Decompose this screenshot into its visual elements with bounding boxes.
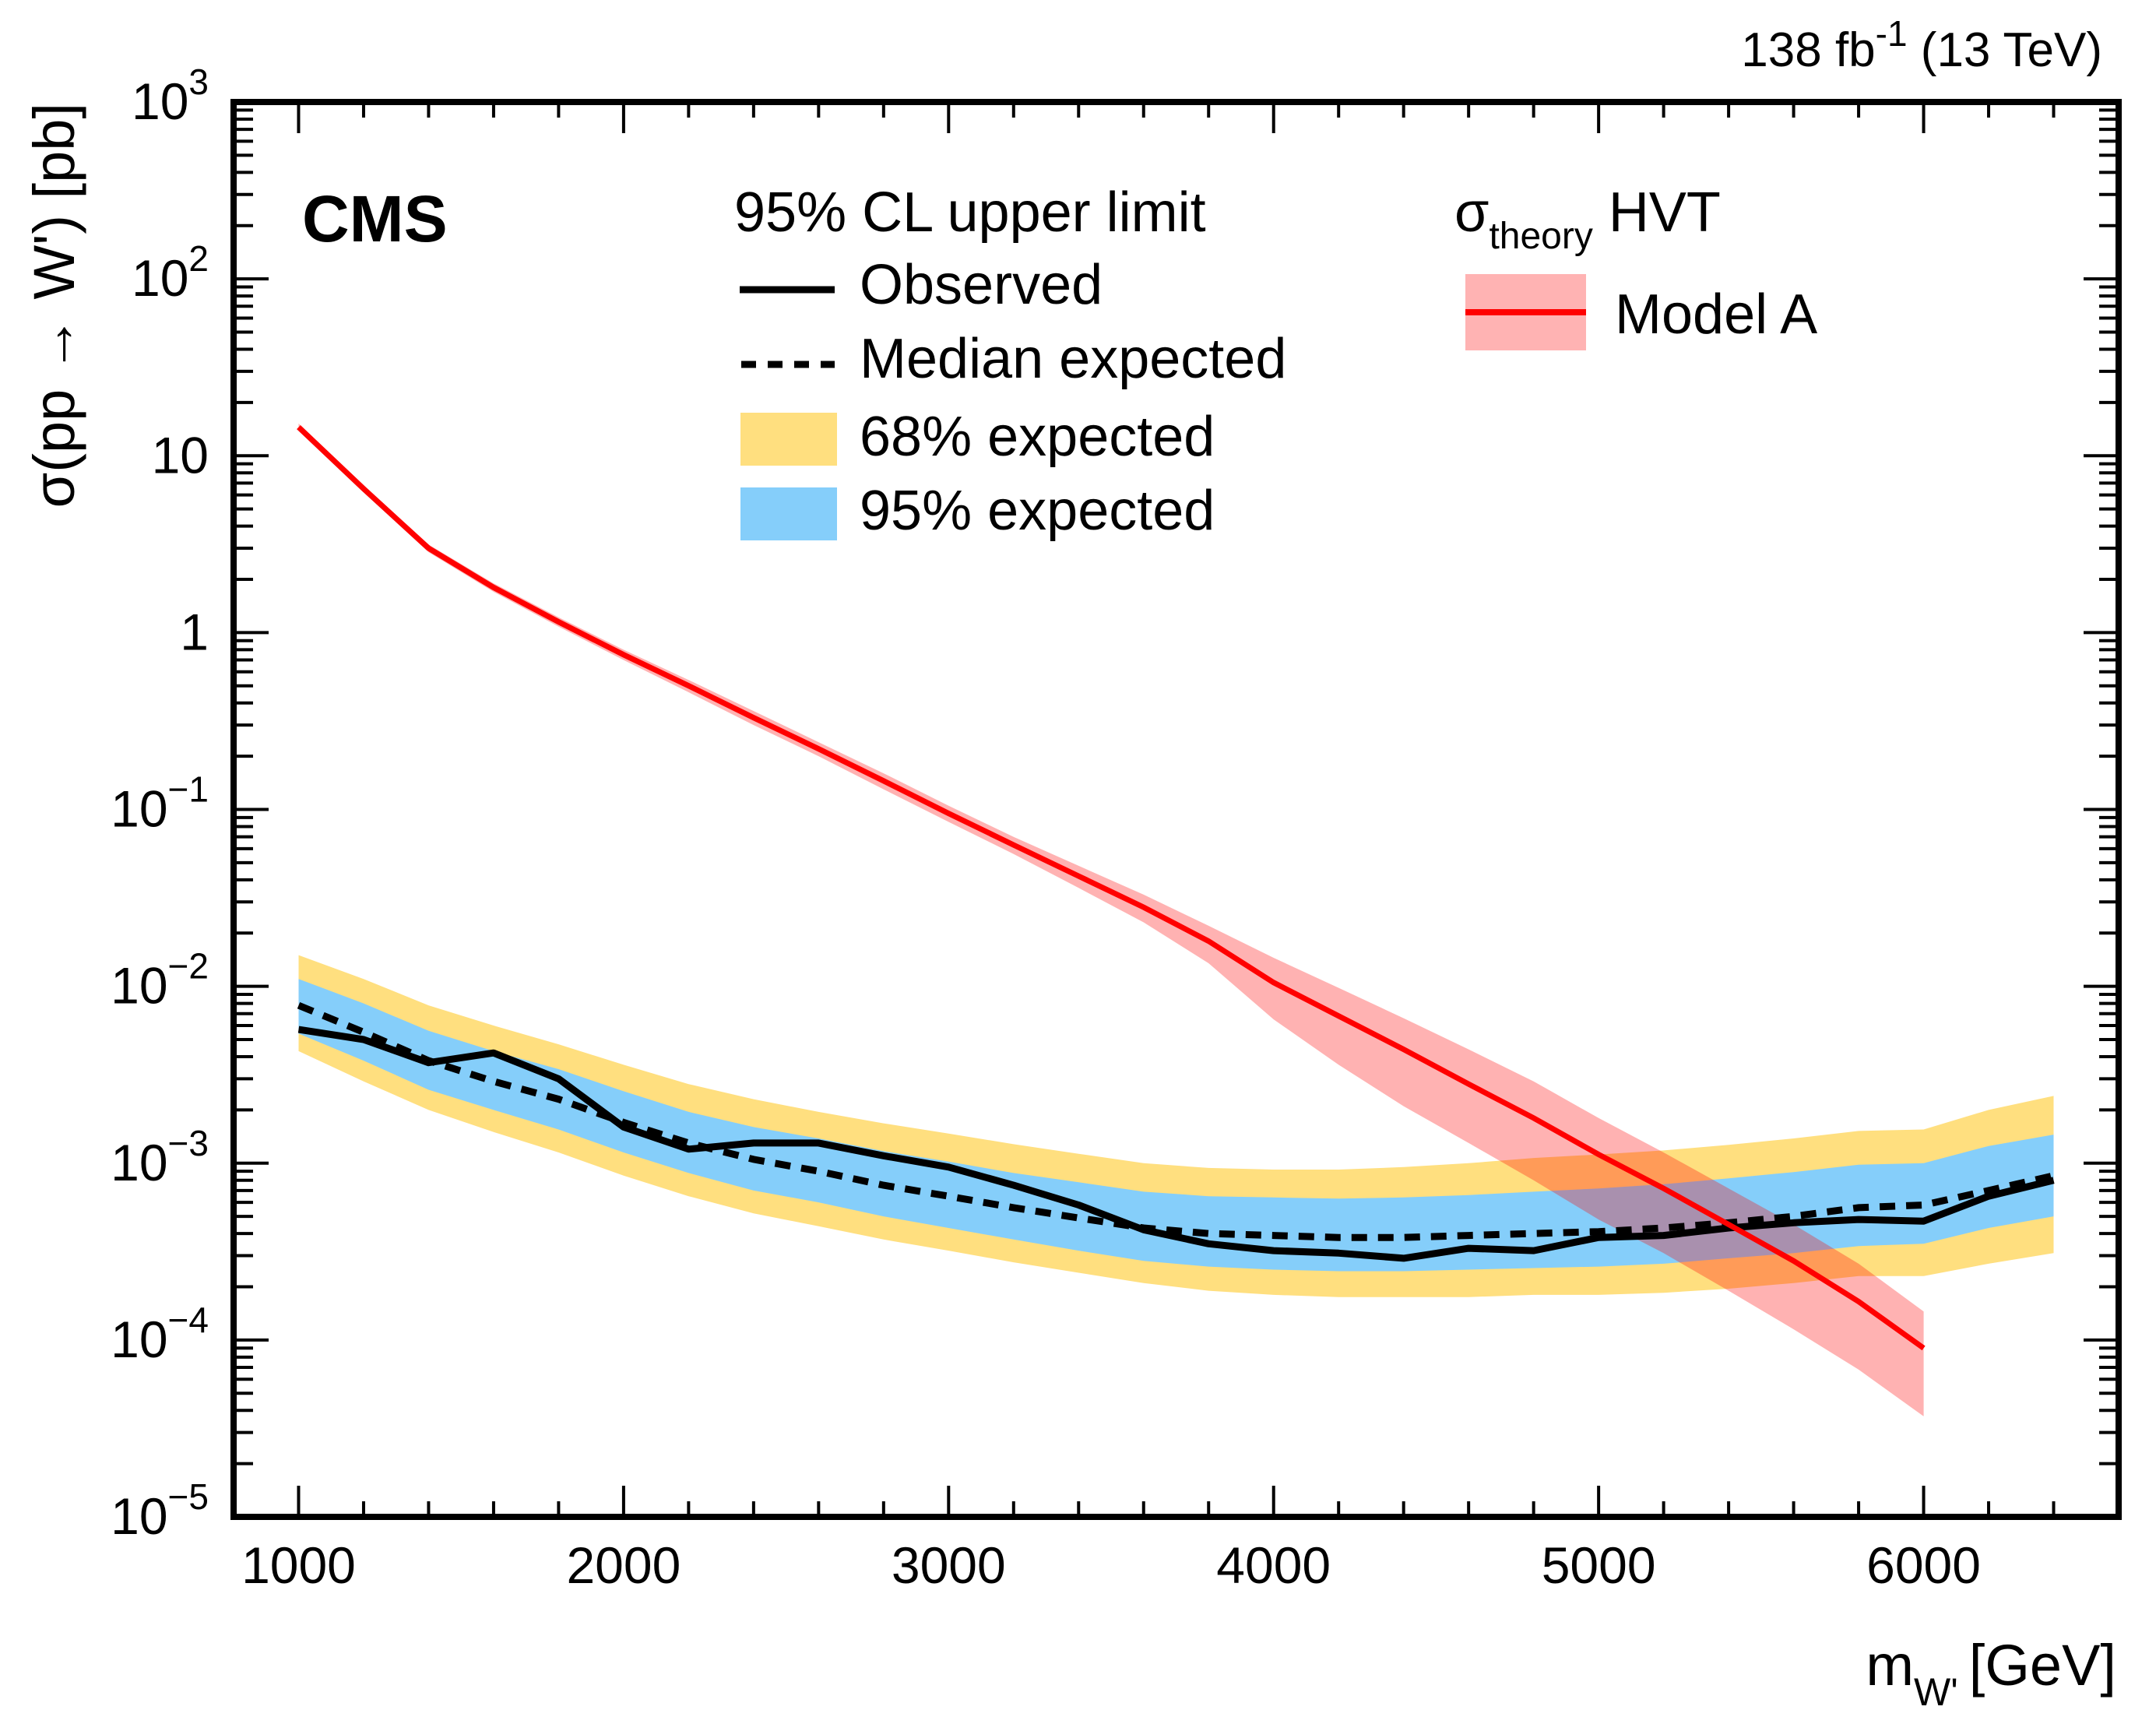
band-68-expected [298, 979, 2054, 1272]
y-tick-label: 10−3 [111, 1123, 209, 1191]
y-tick-label: 10−1 [111, 769, 209, 838]
plot-frame [230, 99, 2122, 1520]
y-tick-label: 1 [180, 603, 209, 660]
lumi-energy: (13 TeV) [1921, 23, 2102, 77]
x-tick-label: 6000 [1866, 1536, 1981, 1594]
legend-68-label: 68% expected [860, 406, 1215, 468]
legend-68-swatch [740, 413, 837, 466]
theory-uncertainty-band [298, 423, 1924, 1416]
sigma-symbol: σ [1454, 181, 1489, 244]
legend-observed-label: Observed [860, 254, 1103, 316]
y-tick-label: 10−4 [111, 1300, 209, 1368]
observed-line [297, 1026, 2055, 1262]
y-tick-label: 10−5 [111, 1476, 209, 1545]
legend-expected-label: Median expected [860, 328, 1286, 390]
y-axis-title: σ(pp → W') [pb] [22, 103, 86, 508]
theory-hvt-model-a-line [297, 425, 1926, 1351]
lumi-label: 138 fb-1 (13 TeV) [1741, 3, 2102, 77]
legend: 95% CL upper limit Observed Median expec… [734, 181, 1286, 542]
x-tick-label: 1000 [241, 1536, 356, 1594]
theory-legend: σtheory HVT Model A [1454, 181, 1817, 350]
lumi-unit-sup: -1 [1876, 13, 1908, 54]
lumi-value: 138 [1741, 23, 1821, 77]
y-tick-label: 10 [152, 426, 209, 484]
cms-label: CMS [302, 182, 448, 255]
theory-legend-header: σtheory HVT [1454, 181, 1721, 257]
theory-subscript: theory [1489, 216, 1592, 257]
x-axis-title-sub: W' [1914, 1670, 1958, 1714]
y-tick-label: 103 [132, 62, 209, 130]
y-tick-label: 102 [132, 238, 209, 307]
median-expected-line [297, 1001, 2055, 1241]
legend-95-label: 95% expected [860, 480, 1215, 542]
x-tick-labels: 1000 2000 3000 4000 5000 6000 [241, 1536, 1981, 1594]
x-axis-title: mW' [GeV] [1866, 1633, 2116, 1714]
legend-header: 95% CL upper limit [734, 181, 1206, 244]
hvt-label: HVT [1593, 181, 1721, 244]
y-tick-label: 10−2 [111, 946, 209, 1015]
legend-95-swatch [740, 487, 837, 540]
x-axis-title-main: m [1866, 1633, 1914, 1698]
x-axis-title-unit: [GeV] [1969, 1633, 2116, 1698]
legend-model-a-label: Model A [1615, 283, 1817, 346]
x-tick-label: 3000 [892, 1536, 1006, 1594]
x-tick-label: 2000 [566, 1536, 681, 1594]
x-tick-label: 4000 [1216, 1536, 1331, 1594]
lumi-unit: fb [1835, 23, 1876, 77]
x-tick-label: 5000 [1542, 1536, 1656, 1594]
